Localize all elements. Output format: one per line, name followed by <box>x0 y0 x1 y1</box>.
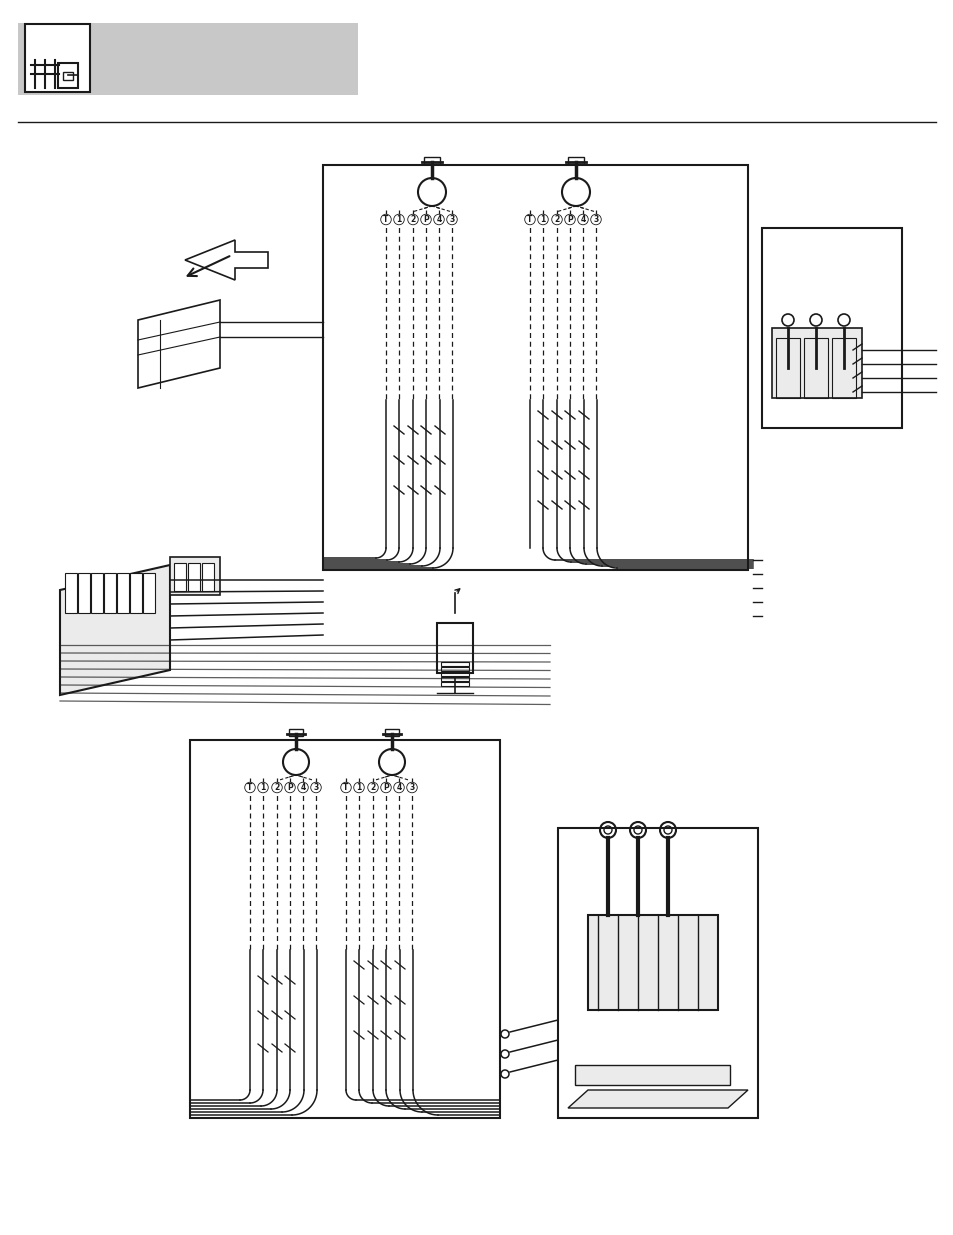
Bar <box>18 23 357 95</box>
Bar <box>63 72 73 80</box>
Bar <box>190 740 499 1118</box>
Text: P: P <box>423 215 429 224</box>
Bar <box>587 915 718 1010</box>
Bar <box>143 573 154 613</box>
Text: 2: 2 <box>274 783 279 792</box>
Bar <box>440 677 469 680</box>
Text: 2: 2 <box>370 783 375 792</box>
Bar <box>202 563 213 592</box>
Text: 4: 4 <box>395 783 401 792</box>
Text: 3: 3 <box>593 215 598 224</box>
Polygon shape <box>185 240 268 280</box>
Bar <box>803 338 827 398</box>
Text: T: T <box>343 783 349 792</box>
Bar <box>323 165 747 571</box>
Text: 1: 1 <box>356 783 361 792</box>
Bar <box>289 729 303 736</box>
Bar <box>58 63 78 88</box>
Text: 4: 4 <box>579 215 585 224</box>
Polygon shape <box>60 564 170 695</box>
Bar <box>423 157 439 164</box>
Text: 2: 2 <box>410 215 416 224</box>
Text: P: P <box>287 783 293 792</box>
Text: 2: 2 <box>554 215 559 224</box>
Bar <box>25 23 90 91</box>
Bar <box>440 682 469 685</box>
Bar <box>567 157 583 164</box>
Bar <box>173 563 186 592</box>
Bar <box>436 622 473 673</box>
Text: T: T <box>383 215 388 224</box>
Text: T: T <box>247 783 253 792</box>
Text: 3: 3 <box>449 215 455 224</box>
Bar <box>440 662 469 666</box>
Bar <box>104 573 116 613</box>
Text: T: T <box>527 215 532 224</box>
Bar <box>170 557 220 595</box>
Bar <box>385 729 398 736</box>
Bar <box>91 573 103 613</box>
Bar <box>575 1065 729 1086</box>
Bar <box>117 573 129 613</box>
Text: 3: 3 <box>409 783 415 792</box>
Text: 4: 4 <box>300 783 305 792</box>
Bar <box>440 672 469 676</box>
Text: P: P <box>383 783 389 792</box>
Bar <box>65 573 77 613</box>
Bar <box>761 228 901 429</box>
Polygon shape <box>567 1091 747 1108</box>
Bar <box>558 827 758 1118</box>
Bar <box>188 563 200 592</box>
Bar <box>130 573 142 613</box>
Text: P: P <box>566 215 572 224</box>
Bar <box>831 338 855 398</box>
Text: 1: 1 <box>395 215 401 224</box>
Bar <box>440 667 469 671</box>
Text: 4: 4 <box>436 215 441 224</box>
Text: 1: 1 <box>260 783 265 792</box>
Text: 1: 1 <box>539 215 545 224</box>
Bar <box>775 338 800 398</box>
Bar <box>78 573 90 613</box>
Text: 3: 3 <box>313 783 318 792</box>
Bar <box>771 329 862 398</box>
